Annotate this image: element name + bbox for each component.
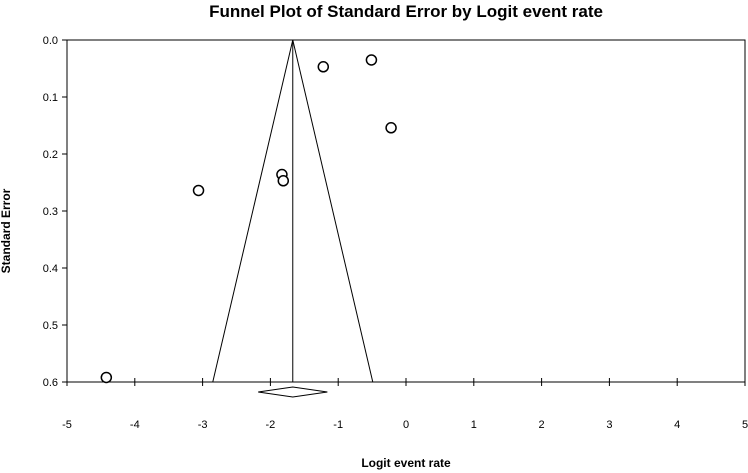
x-tick-label: 5 (742, 419, 748, 431)
x-tick-label: 3 (606, 419, 612, 431)
chart-title: Funnel Plot of Standard Error by Logit e… (209, 2, 603, 21)
x-tick-label: -5 (62, 419, 72, 431)
y-tick-label: 0.5 (43, 320, 58, 332)
data-point (317, 61, 330, 73)
x-axis-label: Logit event rate (361, 456, 451, 470)
x-tick-label: 0 (403, 419, 409, 431)
summary-diamond-group (258, 386, 328, 398)
y-tick-label: 0.1 (43, 92, 58, 104)
y-tick-label: 0.3 (43, 206, 58, 218)
y-tick-label: 0.2 (43, 149, 58, 161)
plot-area-frame (66, 39, 746, 383)
x-axis: -5 -4 -3 -2 -1 0 1 2 3 4 5 (62, 378, 748, 431)
data-point (365, 54, 378, 66)
study-points (100, 54, 397, 384)
x-tick-label: -2 (266, 419, 276, 431)
x-tick-label: -3 (198, 419, 208, 431)
y-tick-label: 0.4 (43, 263, 58, 275)
y-axis: 0.0 0.1 0.2 0.3 0.4 0.5 0.6 (43, 35, 67, 389)
data-point (277, 175, 290, 187)
data-point (385, 122, 397, 134)
x-tick-label: -4 (130, 419, 140, 431)
x-tick-label: 1 (471, 419, 477, 431)
funnel-lines (212, 39, 374, 383)
x-tick-label: -1 (333, 419, 343, 431)
summary-diamond (258, 386, 328, 398)
data-point (100, 371, 113, 384)
y-tick-label: 0.6 (43, 377, 58, 389)
y-axis-label: Standard Error (0, 188, 13, 273)
funnel-left-line (212, 39, 294, 383)
x-tick-label: 2 (539, 419, 545, 431)
y-tick-label: 0.0 (43, 35, 58, 47)
funnel-right-line (292, 39, 374, 383)
data-point (192, 184, 205, 197)
x-tick-label: 4 (674, 419, 680, 431)
